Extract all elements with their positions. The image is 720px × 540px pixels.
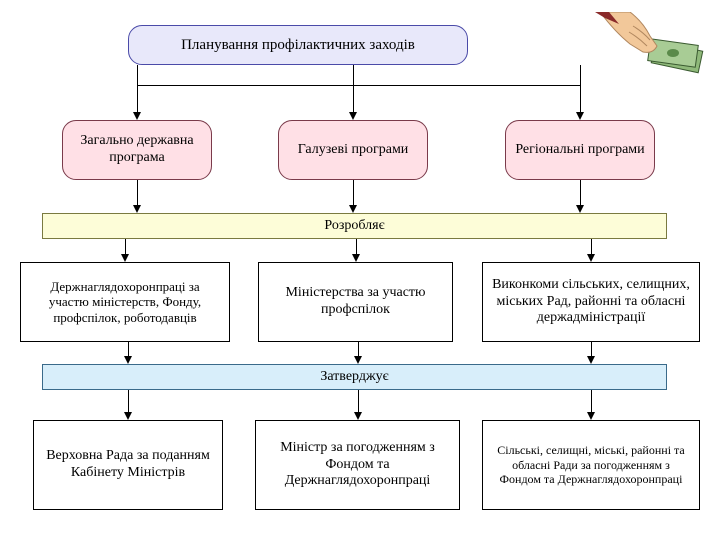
arrow-head-8 [587, 254, 595, 262]
arrow-head-11 [587, 356, 595, 364]
arrow-line-12 [128, 390, 129, 412]
arrow-line-14 [591, 390, 592, 412]
money-hand-icon [595, 12, 705, 82]
node-r2c1: Держнаглядохоронпраці за участю міністер… [20, 262, 230, 342]
arrow-head-2 [576, 112, 584, 120]
arrow-head-1 [349, 112, 357, 120]
arrow-line-0 [137, 65, 138, 112]
arrow-head-0 [133, 112, 141, 120]
arrow-head-3 [133, 205, 141, 213]
node-r3c1: Верховна Рада за поданням Кабінету Мініс… [33, 420, 223, 510]
node-r2c2: Міністерства за участю профспілок [258, 262, 453, 342]
arrow-head-14 [587, 412, 595, 420]
arrow-head-7 [352, 254, 360, 262]
arrow-line-2 [580, 65, 581, 112]
arrow-head-13 [354, 412, 362, 420]
node-r3c2: Міністр за погодженням з Фондом та Держн… [255, 420, 460, 510]
arrow-head-6 [121, 254, 129, 262]
node-r1c1: Загально державна програма [62, 120, 212, 180]
arrow-line-1 [353, 65, 354, 112]
arrow-line-10 [358, 342, 359, 356]
arrow-head-4 [349, 205, 357, 213]
node-r3c3: Сільські, селищні, міські, районні та об… [482, 420, 700, 510]
connector-top [137, 85, 580, 86]
arrow-head-10 [354, 356, 362, 364]
arrow-line-7 [356, 239, 357, 254]
node-band2: Затверджує [42, 364, 667, 390]
arrow-line-6 [125, 239, 126, 254]
arrow-head-9 [124, 356, 132, 364]
arrow-head-12 [124, 412, 132, 420]
arrow-line-13 [358, 390, 359, 412]
arrow-line-8 [591, 239, 592, 254]
arrow-line-9 [128, 342, 129, 356]
node-r1c2: Галузеві програми [278, 120, 428, 180]
node-band1: Розробляє [42, 213, 667, 239]
node-r2c3: Виконкоми сільських, селищних, міських Р… [482, 262, 700, 342]
arrow-line-3 [137, 180, 138, 205]
arrow-line-4 [353, 180, 354, 205]
arrow-line-11 [591, 342, 592, 356]
arrow-head-5 [576, 205, 584, 213]
node-title: Планування профілактичних заходів [128, 25, 468, 65]
arrow-line-5 [580, 180, 581, 205]
node-r1c3: Регіональні програми [505, 120, 655, 180]
